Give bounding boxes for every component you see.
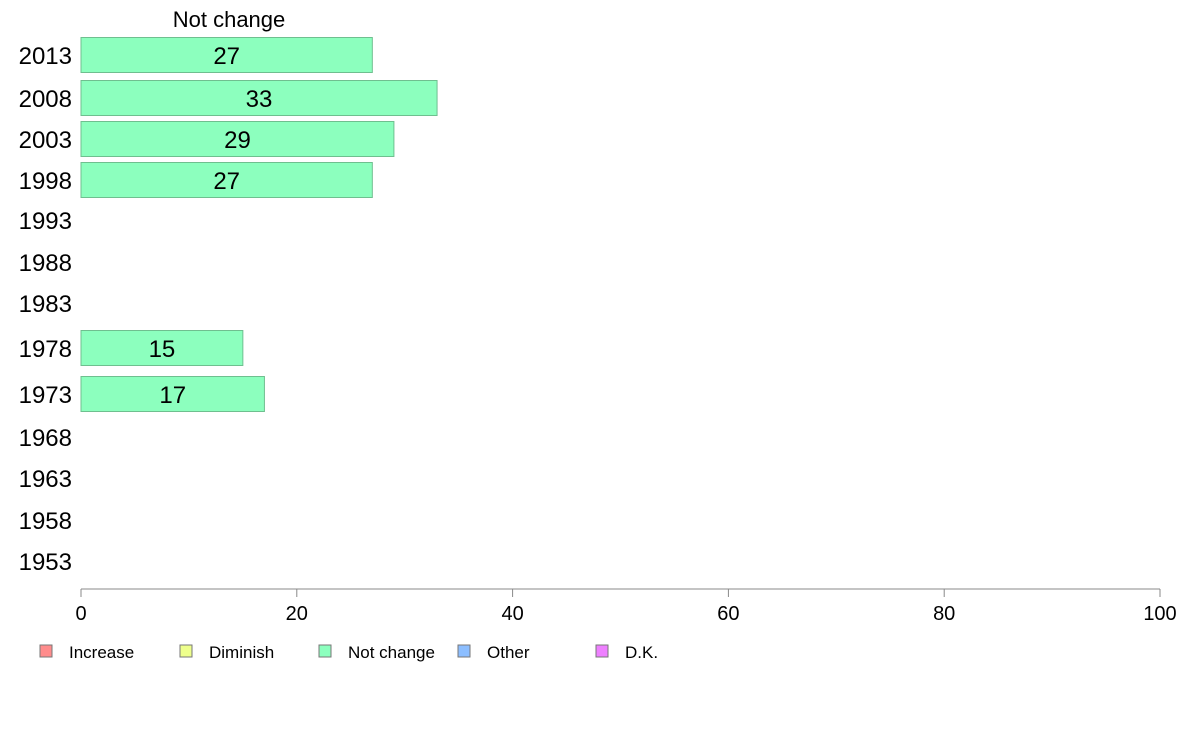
bar-value-label-2003: 29 [224,127,251,154]
legend: Increase Diminish Not change Other D.K. [39,643,658,662]
legend-label-not-change: Not change [348,643,435,662]
year-label-1993: 1993 [19,208,72,235]
year-label-1978: 1978 [19,336,72,363]
x-tick-label-20: 20 [286,603,308,625]
year-labels: 2013 2008 2003 1998 1993 1988 1983 1978 1973 1968… [19,43,72,576]
x-tick-label-40: 40 [501,603,523,625]
legend-swatch-d-k [595,644,609,658]
x-tick-label-80: 80 [933,603,955,625]
year-label-1988: 1988 [19,250,72,277]
x-tick-label-0: 0 [75,603,86,625]
legend-label-increase: Increase [69,643,134,662]
bar-2008 [80,80,438,116]
legend-swatch-diminish [179,644,193,658]
bar-value-label-1973: 17 [159,382,186,409]
x-axis: 0 20 40 60 80 100 [75,588,1177,625]
year-label-1998: 1998 [19,168,72,195]
bar-2003 [80,121,395,157]
bar-1998 [80,162,373,198]
year-label-2003: 2003 [19,127,72,154]
year-label-2008: 2008 [19,86,72,113]
bar-value-label-2008: 33 [246,86,273,113]
legend-label-diminish: Diminish [209,643,274,662]
year-label-1968: 1968 [19,425,72,452]
year-label-1973: 1973 [19,382,72,409]
legend-swatch-not-change [318,644,332,658]
year-label-2013: 2013 [19,43,72,70]
legend-label-d-k: D.K. [625,643,658,662]
bar-1978 [80,330,244,366]
x-tick-label-60: 60 [717,603,739,625]
bar-value-label-2013: 27 [213,43,240,70]
year-label-1958: 1958 [19,508,72,535]
panel-title: Not change [173,7,286,32]
legend-swatch-other [457,644,471,658]
bar-value-label-1978: 15 [149,336,176,363]
year-label-1963: 1963 [19,466,72,493]
x-tick-label-100: 100 [1143,603,1176,625]
year-label-1983: 1983 [19,291,72,318]
bar-value-label-1998: 27 [213,168,240,195]
legend-label-other: Other [487,643,530,662]
legend-swatch-increase [39,644,53,658]
bar-2013 [80,37,373,73]
year-label-1953: 1953 [19,549,72,576]
bar-1973 [80,376,265,412]
